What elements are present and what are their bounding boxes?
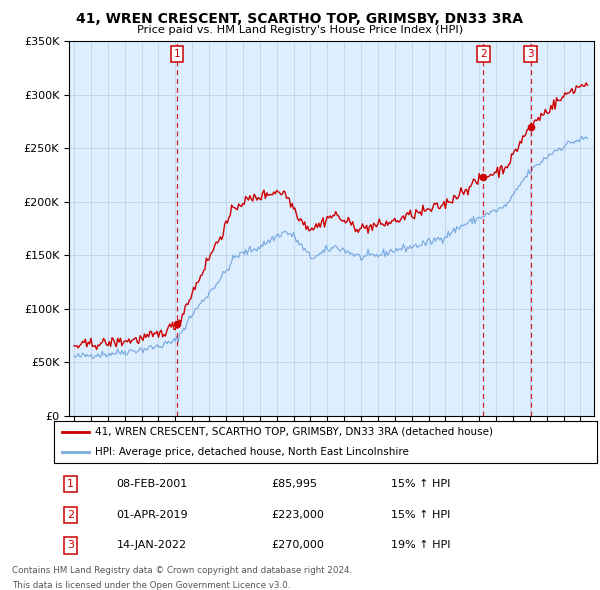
Text: Contains HM Land Registry data © Crown copyright and database right 2024.: Contains HM Land Registry data © Crown c… bbox=[12, 566, 352, 575]
Text: £85,995: £85,995 bbox=[271, 479, 317, 489]
Text: 01-APR-2019: 01-APR-2019 bbox=[116, 510, 188, 520]
Text: 41, WREN CRESCENT, SCARTHO TOP, GRIMSBY, DN33 3RA: 41, WREN CRESCENT, SCARTHO TOP, GRIMSBY,… bbox=[77, 12, 523, 26]
Text: This data is licensed under the Open Government Licence v3.0.: This data is licensed under the Open Gov… bbox=[12, 581, 290, 589]
Text: Price paid vs. HM Land Registry's House Price Index (HPI): Price paid vs. HM Land Registry's House … bbox=[137, 25, 463, 35]
Text: 2: 2 bbox=[67, 510, 74, 520]
Text: £270,000: £270,000 bbox=[271, 540, 324, 550]
Text: 14-JAN-2022: 14-JAN-2022 bbox=[116, 540, 187, 550]
Text: 3: 3 bbox=[527, 49, 534, 59]
Text: 1: 1 bbox=[174, 49, 181, 59]
Text: 08-FEB-2001: 08-FEB-2001 bbox=[116, 479, 188, 489]
Text: 3: 3 bbox=[67, 540, 74, 550]
Text: 1: 1 bbox=[67, 479, 74, 489]
Text: HPI: Average price, detached house, North East Lincolnshire: HPI: Average price, detached house, Nort… bbox=[95, 447, 409, 457]
Text: 15% ↑ HPI: 15% ↑ HPI bbox=[391, 510, 450, 520]
Text: £223,000: £223,000 bbox=[271, 510, 324, 520]
Text: 41, WREN CRESCENT, SCARTHO TOP, GRIMSBY, DN33 3RA (detached house): 41, WREN CRESCENT, SCARTHO TOP, GRIMSBY,… bbox=[95, 427, 493, 437]
Text: 2: 2 bbox=[480, 49, 487, 59]
Text: 19% ↑ HPI: 19% ↑ HPI bbox=[391, 540, 450, 550]
Text: 15% ↑ HPI: 15% ↑ HPI bbox=[391, 479, 450, 489]
